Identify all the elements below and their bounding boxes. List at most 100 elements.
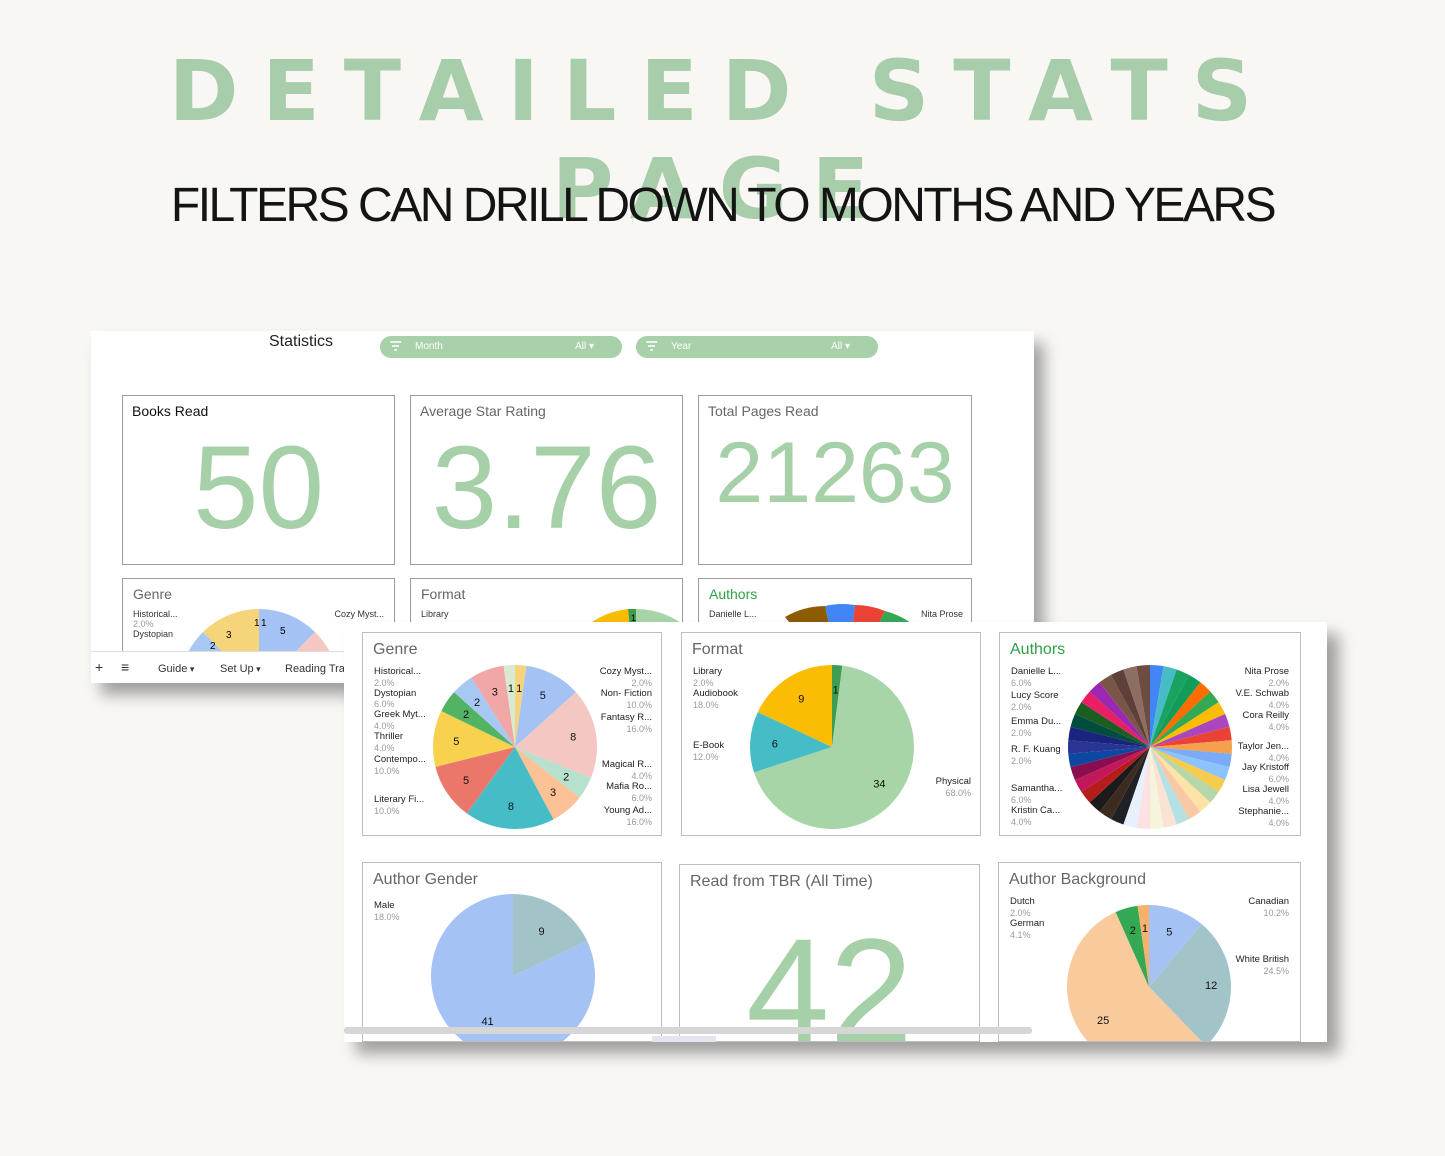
authors-pct: 4.0% xyxy=(1268,722,1289,732)
pie-count-label: 5 xyxy=(453,736,459,748)
authors-label: Stephanie... xyxy=(1238,806,1289,817)
pie-count-label: 5 xyxy=(540,690,546,702)
pie-count-label: 12 xyxy=(1205,980,1217,992)
pie-slice xyxy=(1137,905,1149,987)
month-filter[interactable]: Month All xyxy=(380,336,622,358)
authors-pct: 6.0% xyxy=(1011,678,1032,688)
pie-slice xyxy=(1150,747,1201,820)
genre-label: Dystopian xyxy=(374,688,417,699)
pie-slice xyxy=(466,747,554,829)
author-background-label: Dutch xyxy=(1010,896,1035,907)
back-format-label: Library xyxy=(421,609,449,619)
back-genre-count: 5 xyxy=(280,626,286,637)
genre-label: Young Ad... xyxy=(603,805,652,816)
back-authors-label: Nita Prose xyxy=(920,609,963,619)
pie-slice xyxy=(1150,747,1230,780)
pie-slice xyxy=(515,665,576,747)
pie-slice xyxy=(1074,747,1150,792)
sheet-scroll-thumb[interactable] xyxy=(652,1036,716,1042)
genre-label: Literary Fi... xyxy=(374,794,425,805)
pie-count-label: 1 xyxy=(833,685,839,697)
tbr-value: 42 xyxy=(746,907,913,1042)
pie-count-label: 8 xyxy=(508,801,514,813)
pie-slice xyxy=(1081,747,1150,803)
pie-slice xyxy=(1074,702,1150,747)
pie-count-label: 8 xyxy=(570,732,576,744)
pie-slice xyxy=(1150,747,1164,829)
author-background-label: German xyxy=(1010,918,1045,929)
tab-reading-tracker[interactable]: Reading Tra xyxy=(285,663,345,675)
authors-label: Cora Reilly xyxy=(1242,710,1289,721)
total-pages-card: Total Pages Read 21263 xyxy=(698,395,972,565)
pie-slice xyxy=(1089,747,1150,812)
authors-pct: 4.0% xyxy=(1268,700,1289,710)
books-read-value: 50 xyxy=(192,422,325,554)
pie-slice xyxy=(1150,691,1219,747)
author-gender-pct: 18.0% xyxy=(374,912,400,922)
pie-slice xyxy=(1070,714,1150,747)
pie-slice xyxy=(1123,747,1150,828)
all-sheets-menu-icon[interactable]: ≡ xyxy=(121,659,130,675)
authors-pct: 6.0% xyxy=(1011,795,1032,805)
average-rating-card: Average Star Rating 3.76 xyxy=(410,395,683,565)
add-sheet-button[interactable]: + xyxy=(95,659,104,675)
author-background-label: Canadian xyxy=(1248,896,1289,907)
author-background-pie-chart: 5 12 25 2 1 xyxy=(1067,905,1231,1041)
genre-label: Historical... xyxy=(374,666,421,677)
genre-pct: 2.0% xyxy=(631,678,652,688)
authors-label: Kristin Ca... xyxy=(1011,805,1061,816)
pie-slice xyxy=(433,711,515,767)
banner-title: DETAILED STATS PAGE xyxy=(168,42,1277,238)
authors-pct: 2.0% xyxy=(1268,678,1289,688)
year-filter-value[interactable]: All xyxy=(831,341,850,352)
genre-pct: 16.0% xyxy=(626,724,652,734)
format-title: Format xyxy=(692,641,743,658)
pie-count-label: 25 xyxy=(1097,1015,1109,1027)
pie-slice xyxy=(503,665,515,747)
back-authors-label: Danielle L... xyxy=(709,609,757,619)
genre-title: Genre xyxy=(373,641,418,658)
year-filter[interactable]: Year All xyxy=(636,336,878,358)
pie-slice xyxy=(441,692,515,747)
pie-count-label: 2 xyxy=(463,709,469,721)
genre-pct: 6.0% xyxy=(374,699,395,709)
genre-pct: 6.0% xyxy=(631,793,652,803)
authors-label: Emma Du... xyxy=(1011,716,1062,727)
pie-slice xyxy=(471,665,515,747)
pie-slice xyxy=(1150,740,1232,754)
pie-count-label: 3 xyxy=(492,687,498,699)
tab-set-up[interactable]: Set Up xyxy=(220,663,261,675)
authors-pct: 4.0% xyxy=(1268,818,1289,828)
pie-slice xyxy=(1068,740,1150,754)
author-gender-title: Author Gender xyxy=(373,871,478,888)
authors-card: Authors Danielle L... 6.0% Lucy Score 2.… xyxy=(999,632,1301,836)
pie-slice xyxy=(1150,669,1190,747)
total-pages-label: Total Pages Read xyxy=(708,403,819,419)
authors-label: Lisa Jewell xyxy=(1242,784,1289,795)
back-genre-count: 2 xyxy=(210,641,216,652)
author-background-title: Author Background xyxy=(1009,871,1146,888)
pie-slice xyxy=(1068,747,1150,768)
format-label: E-Book xyxy=(693,740,725,751)
month-filter-value[interactable]: All xyxy=(575,341,594,352)
format-pie-chart: 1 34 6 9 xyxy=(750,665,914,829)
pie-count-label: 5 xyxy=(1166,927,1172,939)
authors-label: Danielle L... xyxy=(1011,666,1062,677)
tab-guide[interactable]: Guide xyxy=(158,663,194,675)
horizontal-scrollbar[interactable] xyxy=(344,1027,1032,1034)
pie-count-label: 1 xyxy=(1142,923,1148,935)
pie-count-label: 1 xyxy=(508,683,514,695)
pie-slice xyxy=(1150,747,1177,828)
authors-pct: 2.0% xyxy=(1011,756,1032,766)
pie-slice xyxy=(1150,726,1232,747)
authors-label: R. F. Kuang xyxy=(1011,744,1061,755)
genre-pct: 4.0% xyxy=(374,743,395,753)
genre-pct: 10.0% xyxy=(374,766,400,776)
authors-pct: 4.0% xyxy=(1011,817,1032,827)
format-label: Physical xyxy=(935,776,971,787)
genre-label: Contempo... xyxy=(374,754,426,765)
banner-subtitle: FILTERS CAN DRILL DOWN TO MONTHS AND YEA… xyxy=(170,179,1277,232)
authors-pct: 2.0% xyxy=(1011,702,1032,712)
